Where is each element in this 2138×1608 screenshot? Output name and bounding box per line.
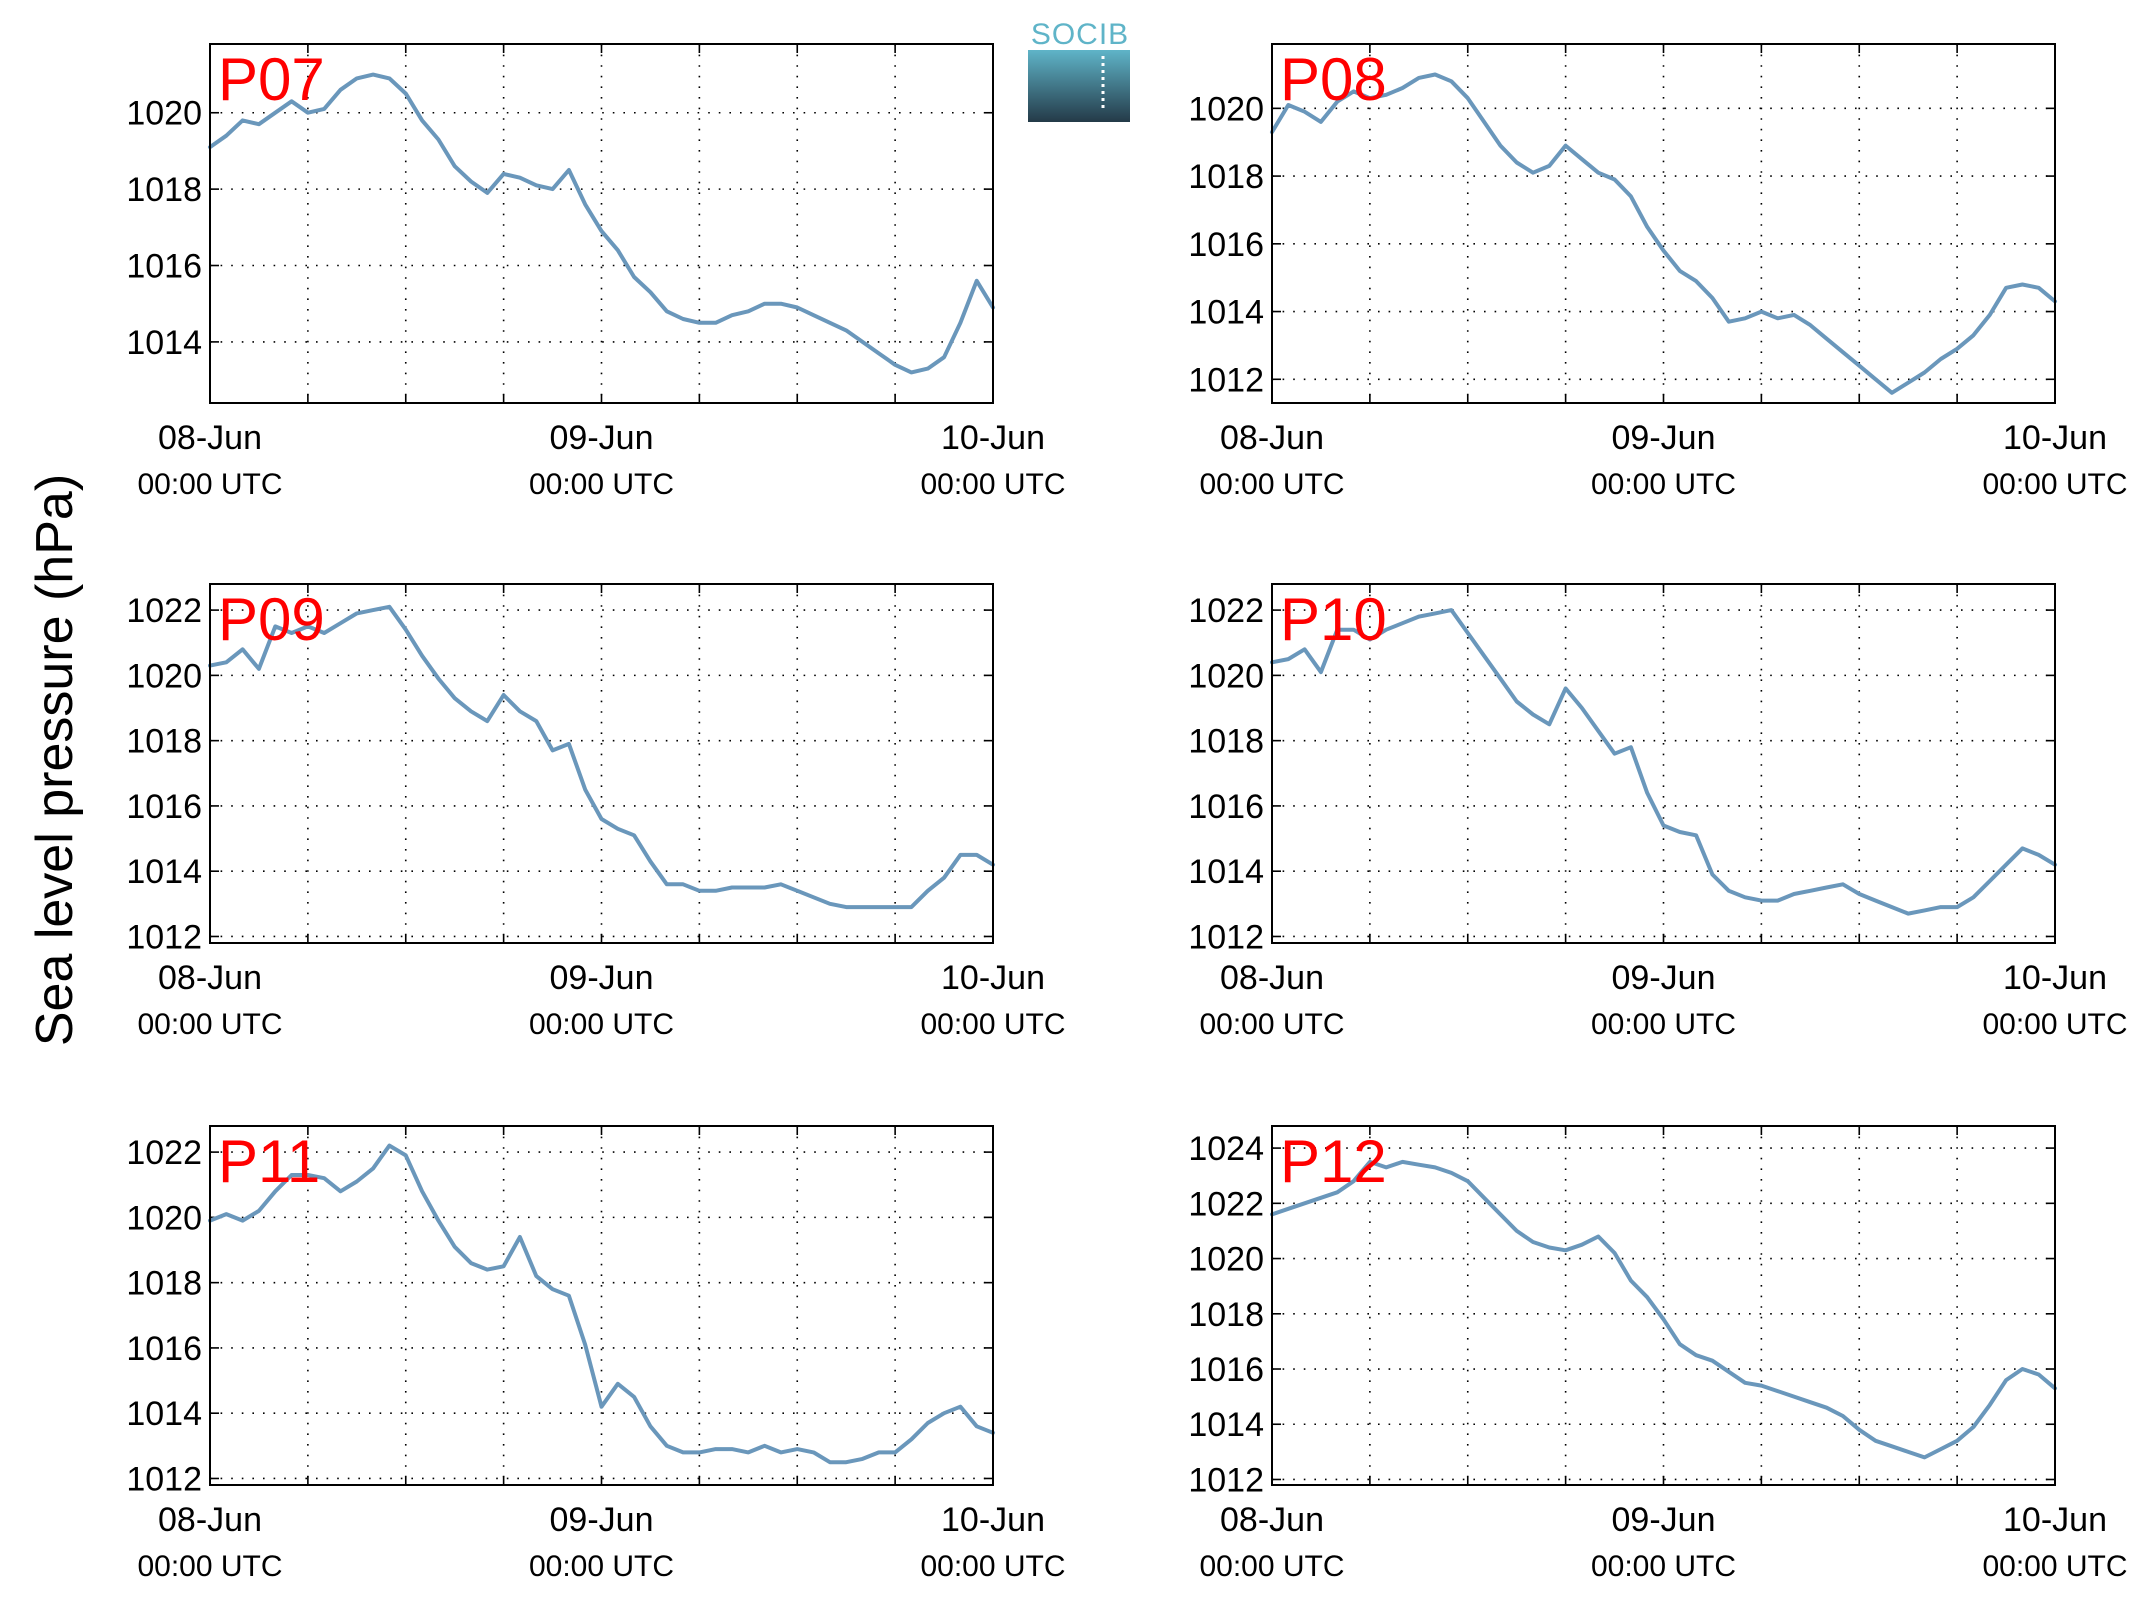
y-tick-label: 1014 xyxy=(1188,853,1264,891)
panel-label: P09 xyxy=(218,586,325,653)
y-tick-label: 1022 xyxy=(1188,592,1264,630)
panel-p10: 1012 1014 1016 1018 1020 1022 08-Jun 00:00 UTC 0… xyxy=(1188,583,2128,1041)
panel-p09: 1012 1014 1016 1018 1020 1022 08-Jun 00:00 UTC 0… xyxy=(126,583,1066,1041)
x-tick-label-date: 09-Jun xyxy=(550,1501,654,1539)
x-tick-label-time: 00:00 UTC xyxy=(1982,1008,2127,1041)
axes-frame xyxy=(209,1125,994,1486)
y-tick-label: 1012 xyxy=(126,1460,202,1498)
x-tick-label-date: 08-Jun xyxy=(158,959,262,997)
y-tick-label: 1020 xyxy=(126,95,202,133)
panel-label: P10 xyxy=(1280,586,1387,653)
logo-gradient-block xyxy=(1028,50,1130,122)
y-tick-label: 1022 xyxy=(126,592,202,630)
x-tick-label-time: 00:00 UTC xyxy=(137,468,282,501)
x-tick-label-date: 10-Jun xyxy=(2003,1501,2107,1539)
y-tick-label: 1016 xyxy=(1188,226,1264,264)
x-tick-label-date: 08-Jun xyxy=(158,419,262,457)
y-tick-label: 1014 xyxy=(1188,1406,1264,1444)
x-tick-label-date: 10-Jun xyxy=(2003,959,2107,997)
x-tick-label-time: 00:00 UTC xyxy=(529,1550,674,1583)
panel-label: P12 xyxy=(1280,1128,1387,1195)
y-tick-label: 1020 xyxy=(1188,657,1264,695)
x-tick-label-time: 00:00 UTC xyxy=(137,1008,282,1041)
y-tick-label: 1020 xyxy=(1188,1241,1264,1279)
x-tick-label-date: 08-Jun xyxy=(158,1501,262,1539)
y-tick-label: 1024 xyxy=(1188,1130,1264,1168)
y-tick-label: 1016 xyxy=(126,248,202,286)
x-tick-label-date: 10-Jun xyxy=(941,419,1045,457)
x-tick-label-time: 00:00 UTC xyxy=(1199,1008,1344,1041)
x-tick-label-date: 10-Jun xyxy=(941,959,1045,997)
x-tick-label-time: 00:00 UTC xyxy=(920,468,1065,501)
x-tick-label-time: 00:00 UTC xyxy=(1591,1550,1736,1583)
panel-p08: 1012 1014 1016 1018 1020 08-Jun 00:00 UTC 09-Ju… xyxy=(1188,43,2128,501)
axes-frame xyxy=(1271,583,2056,944)
x-tick-label-time: 00:00 UTC xyxy=(1591,468,1736,501)
panel-p07: 1014 1016 1018 1020 08-Jun 00:00 UTC 09-Jun 00:… xyxy=(126,43,1066,501)
x-tick-label-date: 08-Jun xyxy=(1220,1501,1324,1539)
x-tick-label-time: 00:00 UTC xyxy=(1199,1550,1344,1583)
y-tick-label: 1012 xyxy=(126,918,202,956)
y-tick-label: 1012 xyxy=(1188,918,1264,956)
y-tick-label: 1014 xyxy=(126,324,202,362)
axes-frame xyxy=(1271,1125,2056,1486)
y-tick-label: 1014 xyxy=(126,1395,202,1433)
series-line-p12 xyxy=(1270,1159,2057,1460)
y-tick-label: 1018 xyxy=(126,171,202,209)
panel-label: P07 xyxy=(218,46,325,113)
socib-logo: SOCIB xyxy=(1028,18,1130,122)
panel-label: P11 xyxy=(218,1128,320,1195)
x-tick-label-time: 00:00 UTC xyxy=(529,468,674,501)
y-tick-label: 1018 xyxy=(126,723,202,761)
y-tick-label: 1020 xyxy=(1188,90,1264,128)
y-tick-label: 1016 xyxy=(1188,788,1264,826)
y-tick-label: 1012 xyxy=(1188,361,1264,399)
x-tick-label-time: 00:00 UTC xyxy=(920,1550,1065,1583)
x-tick-label-date: 09-Jun xyxy=(1612,419,1716,457)
x-tick-label-time: 00:00 UTC xyxy=(920,1008,1065,1041)
y-tick-label: 1018 xyxy=(1188,723,1264,761)
x-tick-label-time: 00:00 UTC xyxy=(1982,468,2127,501)
y-tick-label: 1018 xyxy=(1188,158,1264,196)
series-line-p08 xyxy=(1270,72,2057,395)
x-tick-label-date: 09-Jun xyxy=(550,959,654,997)
y-tick-label: 1022 xyxy=(1188,1185,1264,1223)
panel-p11: 1012 1014 1016 1018 1020 1022 08-Jun 00:00 UTC 0… xyxy=(126,1125,1066,1583)
x-tick-label-date: 08-Jun xyxy=(1220,419,1324,457)
y-tick-label: 1018 xyxy=(126,1265,202,1303)
x-tick-label-time: 00:00 UTC xyxy=(1199,468,1344,501)
series-line-p10 xyxy=(1270,608,2057,916)
axes-frame xyxy=(1271,43,2056,404)
y-tick-label: 1020 xyxy=(126,1199,202,1237)
x-tick-label-date: 09-Jun xyxy=(1612,1501,1716,1539)
x-tick-label-time: 00:00 UTC xyxy=(1982,1550,2127,1583)
y-tick-label: 1020 xyxy=(126,657,202,695)
axes-frame xyxy=(209,583,994,944)
y-tick-label: 1022 xyxy=(126,1134,202,1172)
y-tick-label: 1016 xyxy=(126,1330,202,1368)
x-tick-label-time: 00:00 UTC xyxy=(529,1008,674,1041)
x-tick-label-date: 10-Jun xyxy=(941,1501,1045,1539)
logo-text: SOCIB xyxy=(1031,18,1129,51)
x-tick-label-date: 08-Jun xyxy=(1220,959,1324,997)
series-line-p09 xyxy=(208,604,995,910)
x-tick-label-time: 00:00 UTC xyxy=(137,1550,282,1583)
y-tick-label: 1016 xyxy=(126,788,202,826)
axes-frame xyxy=(209,43,994,404)
y-tick-label: 1018 xyxy=(1188,1296,1264,1334)
panel-label: P08 xyxy=(1280,46,1387,113)
y-tick-label: 1012 xyxy=(1188,1461,1264,1499)
y-axis-label: Sea level pressure (hPa) xyxy=(26,474,84,1046)
panel-p12: 1012 1014 1016 1018 1020 1022 1024 08-Jun 00:00 … xyxy=(1188,1125,2128,1583)
x-tick-label-time: 00:00 UTC xyxy=(1591,1008,1736,1041)
series-line-p07 xyxy=(208,72,995,375)
x-tick-label-date: 09-Jun xyxy=(550,419,654,457)
y-tick-label: 1014 xyxy=(126,853,202,891)
x-tick-label-date: 09-Jun xyxy=(1612,959,1716,997)
y-tick-label: 1016 xyxy=(1188,1351,1264,1389)
y-tick-label: 1014 xyxy=(1188,294,1264,332)
x-tick-label-date: 10-Jun xyxy=(2003,419,2107,457)
series-line-p11 xyxy=(208,1143,995,1465)
